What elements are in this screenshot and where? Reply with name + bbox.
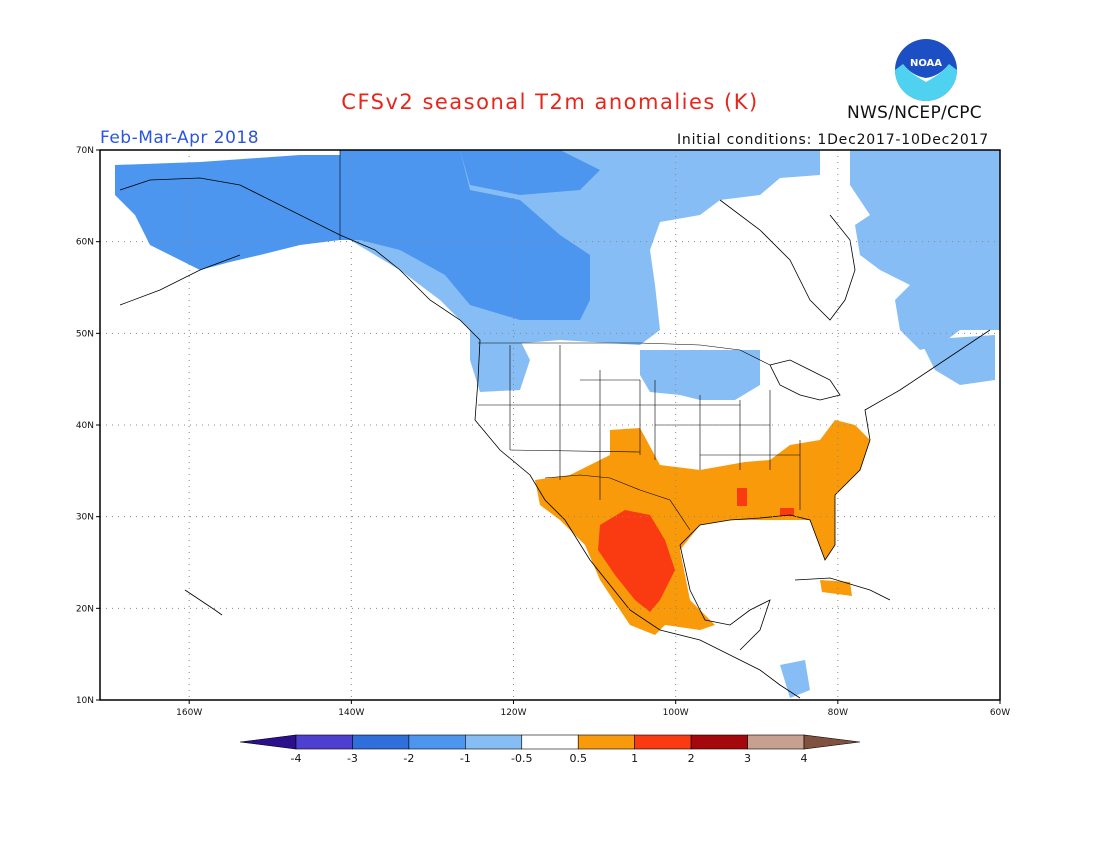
colorbar-swatch bbox=[747, 734, 805, 750]
coastline-alaska-peninsula bbox=[119, 254, 241, 306]
colorbar-swatch bbox=[408, 734, 466, 750]
colorbar-swatch bbox=[634, 734, 692, 750]
lat-tick-label: 20N bbox=[76, 604, 94, 614]
colorbar-swatch bbox=[577, 734, 635, 750]
lat-tick-label: 10N bbox=[76, 696, 94, 706]
anomaly-region-red-ms bbox=[737, 488, 747, 506]
anomaly-region-medium-blue-nw bbox=[460, 150, 600, 195]
colorbar-label: 0.5 bbox=[569, 752, 587, 765]
anomaly-region-light-blue-atlantic bbox=[920, 335, 995, 385]
svg-text:NOAA: NOAA bbox=[910, 58, 942, 69]
grid-lines bbox=[100, 150, 1000, 700]
lon-tick-label: 140W bbox=[338, 708, 364, 718]
anomaly-region-medium-blue-canada bbox=[340, 150, 590, 320]
border-states-2 bbox=[478, 379, 800, 456]
anomaly-region-red-fl bbox=[780, 508, 794, 516]
colorbar-label: -4 bbox=[291, 752, 302, 765]
season-label: Feb-Mar-Apr 2018 bbox=[100, 128, 260, 148]
lon-tick-label: 60W bbox=[990, 708, 1010, 718]
coastlines bbox=[119, 177, 991, 699]
lat-tick-label: 70N bbox=[76, 146, 94, 156]
noaa-logo-icon: NOAA bbox=[895, 39, 957, 101]
lat-tick-label: 50N bbox=[76, 329, 94, 339]
axis-ticks: 70N 60N 50N 40N 30N 20N 10N 160W 140W 120W 100W 80W… bbox=[76, 146, 1010, 718]
lon-tick-label: 100W bbox=[663, 708, 689, 718]
lat-tick-label: 40N bbox=[76, 421, 94, 431]
lon-tick-label: 120W bbox=[500, 708, 526, 718]
colorbar-label: 3 bbox=[744, 752, 751, 765]
colorbar-label: 1 bbox=[631, 752, 638, 765]
initial-conditions-label: Initial conditions: 1Dec2017-10Dec2017 bbox=[677, 132, 989, 148]
coastline-hawaii bbox=[184, 589, 223, 616]
lon-tick-label: 160W bbox=[176, 708, 202, 718]
coastline-great-lakes bbox=[769, 359, 841, 401]
anomaly-region-red-mexico bbox=[598, 510, 675, 612]
border-states-1 bbox=[509, 345, 801, 510]
anomaly-region-light-blue-central-am bbox=[780, 660, 810, 698]
coastline-hudson-bay bbox=[719, 199, 856, 321]
anomaly-region-light-blue-plains bbox=[640, 350, 760, 400]
colorbar-label: -0.5 bbox=[511, 752, 532, 765]
border-us-canada bbox=[478, 342, 771, 366]
colorbar-label: -1 bbox=[460, 752, 471, 765]
political-borders bbox=[339, 150, 801, 531]
anomaly-region-light-blue-east bbox=[850, 150, 1000, 350]
agency-label: NWS/NCEP/CPC bbox=[847, 103, 982, 123]
colorbar-label: -3 bbox=[347, 752, 358, 765]
anomaly-fill-layer bbox=[115, 150, 1000, 698]
colorbar-label: -2 bbox=[403, 752, 414, 765]
lon-tick-label: 80W bbox=[828, 708, 848, 718]
border-us-mexico bbox=[544, 474, 691, 531]
coastline-cuba bbox=[794, 577, 891, 601]
colorbar: -4 -3 -2 -1 -0.5 0.5 1 2 3 4 bbox=[239, 734, 861, 765]
anomaly-region-light-blue-pacnw bbox=[470, 330, 530, 392]
coastline-gulf bbox=[679, 495, 836, 561]
colorbar-swatch bbox=[295, 734, 353, 750]
colorbar-arrow-low bbox=[239, 734, 297, 750]
coastline-atlantic bbox=[834, 329, 991, 496]
anomaly-region-medium-blue-alaska bbox=[115, 155, 340, 270]
lat-tick-label: 30N bbox=[76, 513, 94, 523]
lat-tick-label: 60N bbox=[76, 238, 94, 248]
colorbar-label: 2 bbox=[688, 752, 695, 765]
colorbar-swatch bbox=[690, 734, 748, 750]
colorbar-swatch bbox=[465, 734, 523, 750]
chart-title: CFSv2 seasonal T2m anomalies (K) bbox=[341, 90, 759, 114]
coastline-pacific bbox=[119, 177, 801, 699]
colorbar-swatch bbox=[352, 734, 410, 750]
anomaly-region-orange-caribbean bbox=[820, 580, 852, 596]
anomaly-region-orange-south bbox=[535, 420, 870, 635]
coastline-mexico-gulf bbox=[679, 544, 771, 651]
colorbar-label: 4 bbox=[801, 752, 808, 765]
colorbar-arrow-high bbox=[803, 734, 861, 750]
colorbar-swatch bbox=[521, 734, 579, 750]
